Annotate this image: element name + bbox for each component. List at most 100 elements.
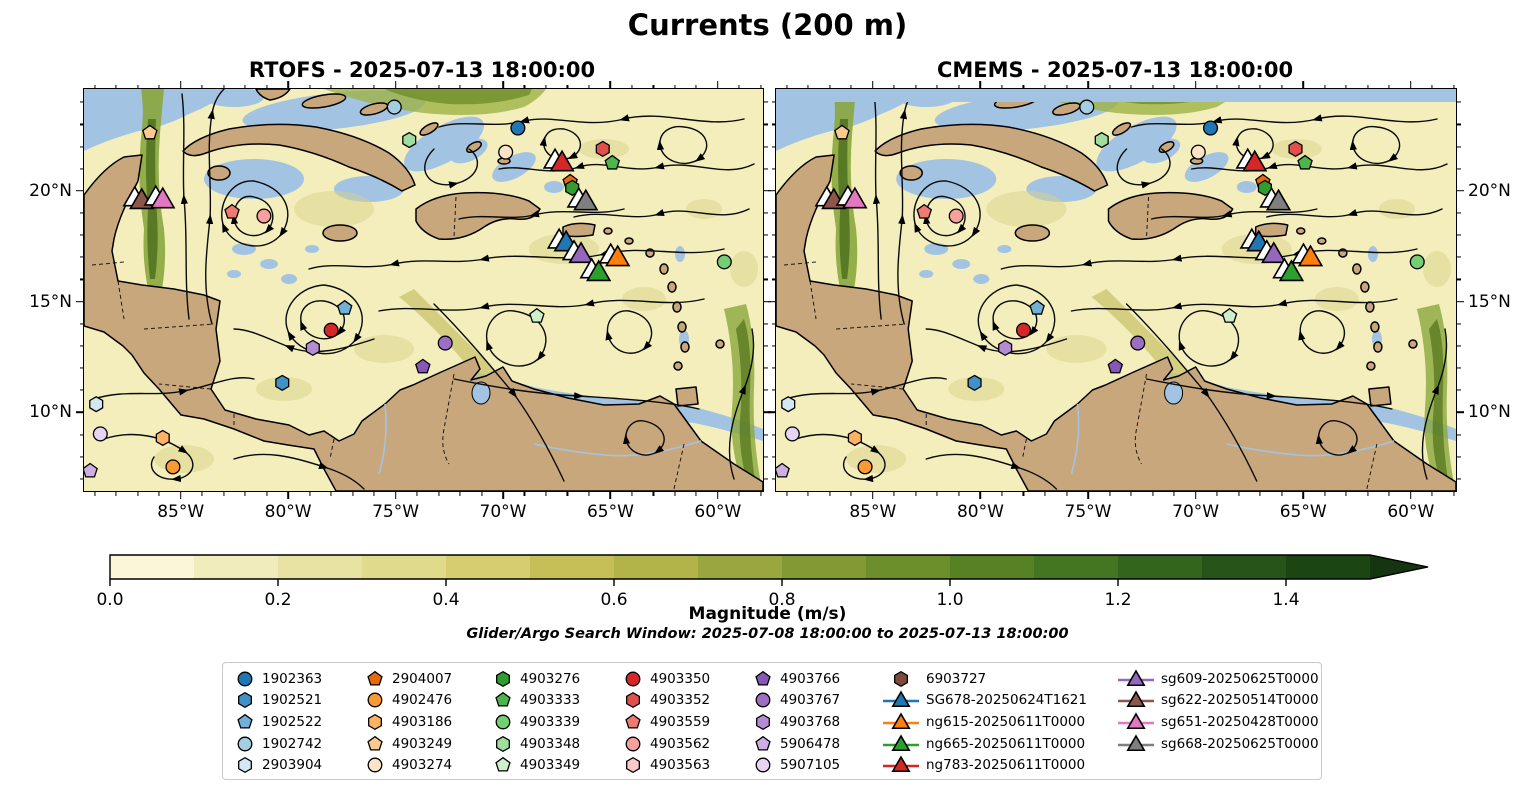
lat-minor-tick bbox=[79, 146, 84, 148]
lat-minor-tick bbox=[79, 256, 84, 258]
legend-entry-label: 1902363 bbox=[262, 670, 323, 687]
legend-entry-label: 4903333 bbox=[520, 692, 581, 709]
lon-minor-tick bbox=[738, 84, 740, 89]
lon-minor-tick bbox=[1238, 491, 1240, 496]
lon-minor-tick bbox=[416, 84, 418, 89]
lat-minor-tick bbox=[79, 278, 84, 281]
hexagon-marker-icon bbox=[894, 670, 908, 687]
lon-minor-tick bbox=[201, 84, 203, 89]
lon-minor-tick bbox=[652, 491, 654, 496]
legend-entry-label: 5907105 bbox=[780, 757, 841, 774]
lon-minor-tick bbox=[1388, 84, 1390, 89]
legend-entry-4903766: 4903766 bbox=[753, 668, 840, 690]
legend-column: 2904007 4902476 4903186 4903249 4903274 bbox=[365, 668, 452, 776]
lon-minor-tick bbox=[437, 84, 440, 89]
lat-minor-tick bbox=[771, 478, 776, 480]
glider-marker-sg651-20250428T0000 bbox=[150, 186, 176, 209]
float-marker-4903274 bbox=[1190, 144, 1206, 160]
legend-entry-label: SG678-20250624T1621 bbox=[926, 692, 1087, 709]
lat-minor-tick bbox=[771, 345, 776, 347]
legend-entry-sg609-20250625T0000: sg609-20250625T0000 bbox=[1118, 668, 1319, 690]
pentagon-marker-icon bbox=[367, 670, 383, 686]
lon-minor-tick bbox=[1130, 491, 1132, 496]
lon-tick-label: 80°W bbox=[264, 502, 312, 522]
float-marker-4903768 bbox=[998, 339, 1013, 357]
lon-minor-tick bbox=[1022, 491, 1024, 496]
lat-minor-tick bbox=[771, 256, 776, 258]
colorbar-tick-label: 0.6 bbox=[600, 590, 628, 610]
legend-entry-label: 1902742 bbox=[262, 735, 323, 752]
legend-entry-4903274: 4903274 bbox=[365, 754, 452, 776]
lon-tick-label: 75°W bbox=[1064, 502, 1112, 522]
hexagon-marker-icon bbox=[238, 692, 252, 709]
lon-tick-label: 60°W bbox=[694, 502, 742, 522]
lat-minor-tick bbox=[763, 456, 768, 458]
lat-minor-tick bbox=[763, 478, 768, 480]
float-marker-4903249 bbox=[834, 124, 850, 140]
legend-entry-6903727: 6903727 bbox=[883, 668, 1087, 690]
lon-minor-tick bbox=[94, 84, 96, 89]
lat-minor-tick bbox=[763, 278, 768, 281]
legend-entry-label: 4903348 bbox=[520, 735, 581, 752]
float-marker-4902476 bbox=[857, 459, 873, 475]
legend-entry-1902363: 1902363 bbox=[235, 668, 322, 690]
lat-minor-tick bbox=[763, 433, 768, 436]
lat-major-tick bbox=[768, 190, 776, 192]
lon-minor-tick bbox=[201, 491, 203, 496]
lat-major-tick bbox=[76, 190, 84, 192]
legend-entry-label: 4903352 bbox=[650, 692, 711, 709]
lat-minor-tick bbox=[763, 345, 768, 347]
float-marker-2903904 bbox=[89, 396, 104, 413]
lat-major-tick bbox=[763, 190, 771, 192]
lon-minor-tick bbox=[1001, 491, 1003, 496]
lon-major-tick bbox=[394, 81, 397, 89]
legend-entry-label: 4903186 bbox=[392, 713, 453, 730]
float-marker-1902742 bbox=[386, 99, 402, 115]
lon-minor-tick bbox=[137, 84, 139, 89]
lat-minor-tick bbox=[763, 389, 768, 391]
lon-minor-tick bbox=[1453, 84, 1455, 89]
colorbar-tick-label: 0.4 bbox=[432, 590, 460, 610]
lon-minor-tick bbox=[309, 84, 311, 89]
legend-entry-2904007: 2904007 bbox=[365, 668, 452, 690]
lat-minor-tick bbox=[1456, 456, 1461, 458]
lat-tick-label: 10°N bbox=[29, 402, 72, 423]
legend-entry-label: 1902522 bbox=[262, 713, 323, 730]
legend-entry-label: 4903562 bbox=[650, 735, 711, 752]
triangle-marker-icon bbox=[1118, 712, 1154, 730]
lon-minor-tick bbox=[158, 84, 160, 89]
lat-minor-tick bbox=[79, 456, 84, 458]
lat-minor-tick bbox=[771, 323, 776, 325]
pentagon-marker-icon bbox=[237, 713, 253, 729]
pentagon-marker-icon bbox=[625, 713, 641, 729]
lat-minor-tick bbox=[771, 367, 776, 369]
lon-major-tick bbox=[502, 491, 504, 499]
lat-minor-tick bbox=[1456, 234, 1461, 236]
legend-entry-label: 4903559 bbox=[650, 713, 711, 730]
legend-entry-sg668-20250625T0000: sg668-20250625T0000 bbox=[1118, 733, 1319, 755]
lon-minor-tick bbox=[244, 84, 246, 89]
legend-entry-4903348: 4903348 bbox=[493, 733, 580, 755]
legend-entry-label: sg609-20250625T0000 bbox=[1161, 670, 1319, 687]
hexagon-marker-icon bbox=[626, 757, 640, 774]
hexagon-marker-icon bbox=[756, 713, 770, 731]
lon-minor-tick bbox=[523, 491, 526, 496]
float-marker-4903333 bbox=[1297, 154, 1313, 170]
float-marker-5907105 bbox=[92, 426, 108, 442]
lon-minor-tick bbox=[1431, 84, 1433, 89]
lat-major-tick bbox=[1456, 190, 1464, 192]
lon-minor-tick bbox=[631, 491, 633, 496]
lon-minor-tick bbox=[695, 491, 697, 496]
legend-entry-4903339: 4903339 bbox=[493, 711, 580, 733]
lon-minor-tick bbox=[523, 84, 526, 89]
circle-marker-icon bbox=[237, 736, 253, 752]
colorbar-tick-label: 0.8 bbox=[768, 590, 796, 610]
legend-entry-4903563: 4903563 bbox=[623, 754, 710, 776]
lon-minor-tick bbox=[829, 84, 831, 89]
glider-marker-ng783-20250611T0000 bbox=[549, 149, 575, 172]
lat-minor-tick bbox=[763, 256, 768, 258]
circle-marker-icon bbox=[237, 671, 253, 687]
float-marker-4902476 bbox=[165, 459, 181, 475]
circle-marker-icon bbox=[755, 757, 771, 773]
float-marker-4903766 bbox=[415, 358, 431, 374]
